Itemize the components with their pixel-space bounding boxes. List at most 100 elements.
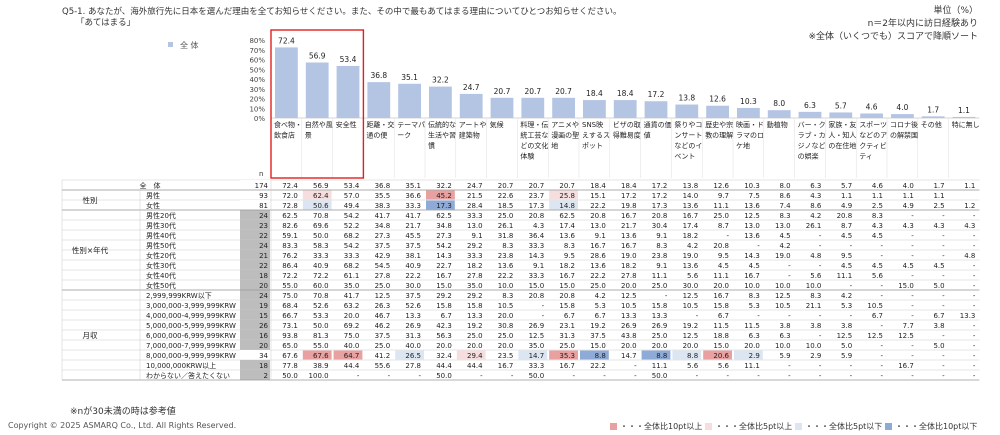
table-cell: 4.5 bbox=[872, 262, 883, 270]
table-cell: 17.4 bbox=[683, 222, 699, 230]
table-cell: 20.0 bbox=[344, 312, 360, 320]
n-value: 16 bbox=[259, 332, 268, 340]
table-cell: 18.2 bbox=[683, 232, 699, 240]
table-cell: 12.6 bbox=[713, 182, 729, 190]
table-cell: 20.0 bbox=[467, 342, 483, 350]
table-cell: 20.8 bbox=[837, 212, 853, 220]
table-cell: 20.0 bbox=[744, 342, 760, 350]
legend-label: 全 体 bbox=[180, 40, 199, 50]
table-cell: 54.5 bbox=[375, 262, 391, 270]
table-cell: 19.8 bbox=[621, 202, 637, 210]
table-cell: 8.7 bbox=[841, 222, 852, 230]
table-cell: 20.0 bbox=[621, 342, 637, 350]
row-label: わからない／答えたくない bbox=[146, 371, 230, 380]
category-label: 動植物 bbox=[767, 120, 788, 129]
table-cell: 13.6 bbox=[590, 262, 606, 270]
sort-note: ※全体（いくつでも）スコアで降順ソート bbox=[808, 32, 978, 42]
table-cell: 33.3 bbox=[344, 252, 360, 260]
n-value: 24 bbox=[259, 292, 268, 300]
legend-swatch bbox=[795, 423, 802, 430]
table-cell: 20.8 bbox=[713, 242, 729, 250]
legend-swatch bbox=[168, 42, 173, 47]
copyright: Copyright © 2025 ASMARQ Co., Ltd. All Ri… bbox=[8, 421, 237, 430]
n-cell-bg bbox=[240, 230, 270, 240]
table-cell: - bbox=[973, 332, 976, 340]
table-cell: - bbox=[911, 312, 914, 320]
bar bbox=[583, 100, 606, 118]
table-cell: - bbox=[880, 292, 883, 300]
table-cell: 3.8 bbox=[810, 322, 821, 330]
table-cell: - bbox=[572, 372, 575, 380]
bar bbox=[521, 97, 545, 118]
table-cell: 60.0 bbox=[313, 282, 329, 290]
table-cell: 30.4 bbox=[652, 222, 668, 230]
n-cell-bg bbox=[240, 290, 270, 300]
table-cell: 9.5 bbox=[718, 252, 729, 260]
table-cell: 18.2 bbox=[621, 262, 637, 270]
bar-value-label: 18.4 bbox=[586, 89, 603, 98]
table-cell: 25.0 bbox=[498, 212, 514, 220]
table-cell: 33.3 bbox=[529, 242, 545, 250]
y-tick-label: 40% bbox=[249, 76, 265, 84]
legend-swatch bbox=[705, 423, 712, 430]
table-cell: 11.5 bbox=[744, 322, 760, 330]
table-cell: 54.2 bbox=[344, 242, 360, 250]
row-label: 7,000,000-7,999,999KRW bbox=[146, 342, 236, 350]
table-cell: 27.3 bbox=[436, 232, 452, 240]
bar bbox=[891, 114, 914, 118]
table-cell: - bbox=[911, 242, 914, 250]
question-title: Q5-1. あなたが、海外旅行先に日本を選んだ理由を全てお知らせください。また、… bbox=[62, 7, 622, 17]
table-cell: 6.7 bbox=[595, 312, 606, 320]
table-cell: 68.2 bbox=[344, 262, 360, 270]
table-cell: 4.3 bbox=[533, 222, 544, 230]
table-cell: - bbox=[726, 372, 729, 380]
table-cell: 37.5 bbox=[375, 242, 391, 250]
table-cell: 4.5 bbox=[933, 262, 944, 270]
table-cell: - bbox=[973, 342, 976, 350]
table-cell: 57.0 bbox=[344, 192, 360, 200]
table-cell: 43.8 bbox=[621, 332, 637, 340]
row-label: 3,000,000-3,999,999KRW bbox=[146, 302, 236, 310]
table-cell: 75.0 bbox=[344, 332, 360, 340]
table-cell: 10.0 bbox=[744, 282, 760, 290]
unit-note: 単位（%） n＝2年以内に訪日経験あり ※全体（いくつでも）スコアで降順ソート bbox=[808, 5, 978, 44]
table-cell: - bbox=[850, 362, 853, 370]
table-cell: 5.9 bbox=[779, 352, 790, 360]
table-cell: 32.4 bbox=[436, 352, 452, 360]
n-value: 24 bbox=[259, 212, 268, 220]
y-tick-label: 20% bbox=[249, 96, 265, 104]
table-cell: 5.6 bbox=[872, 272, 884, 280]
n-value: 20 bbox=[259, 342, 268, 350]
bar-value-label: 4.6 bbox=[866, 103, 878, 112]
table-cell: 50.0 bbox=[529, 372, 545, 380]
legend-item-plus10: ・・・全体比10pt以上 bbox=[610, 421, 702, 432]
n-cell-bg bbox=[240, 220, 270, 230]
table-cell: - bbox=[788, 312, 791, 320]
bar-value-label: 20.7 bbox=[524, 87, 541, 96]
table-cell: 5.9 bbox=[841, 352, 852, 360]
unit-label: 単位（%） bbox=[933, 6, 978, 16]
table-cell: 36.4 bbox=[529, 232, 545, 240]
table-cell: 13.6 bbox=[744, 202, 760, 210]
bar-value-label: 6.3 bbox=[804, 101, 816, 110]
table-cell: 16.7 bbox=[498, 362, 514, 370]
bar bbox=[613, 100, 637, 118]
table-cell: 18.4 bbox=[590, 182, 606, 190]
table-cell: - bbox=[819, 332, 822, 340]
top3-highlight bbox=[270, 29, 365, 179]
table-cell: 9.7 bbox=[718, 192, 729, 200]
category-label: 家族・友人・知人の在住地 bbox=[828, 120, 856, 150]
bar bbox=[336, 65, 360, 118]
table-cell: 4.9 bbox=[841, 202, 852, 210]
table-cell: 4.2 bbox=[687, 242, 698, 250]
table-cell: 25.0 bbox=[498, 332, 514, 340]
row-label: 女性30代 bbox=[146, 261, 176, 270]
table-cell: 22.2 bbox=[405, 272, 421, 280]
table-cell: 23.5 bbox=[498, 352, 514, 360]
table-cell: 22.2 bbox=[498, 272, 514, 280]
highlight-cell bbox=[549, 200, 578, 210]
table-cell: 13.0 bbox=[775, 222, 791, 230]
bar bbox=[675, 104, 699, 118]
table-cell: 12.5 bbox=[898, 332, 914, 340]
table-cell: 12.5 bbox=[744, 212, 760, 220]
